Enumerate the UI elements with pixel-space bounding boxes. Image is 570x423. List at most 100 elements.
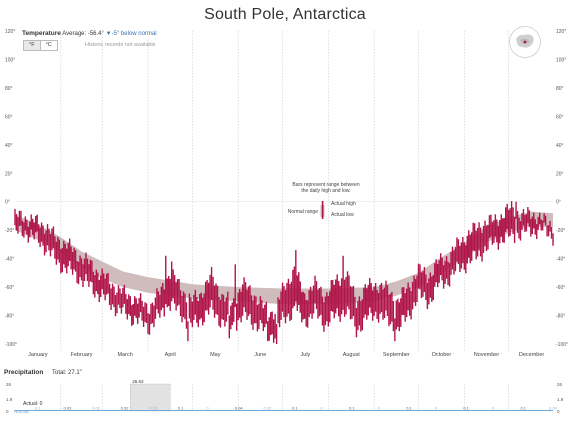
daily-temperature-bar (209, 274, 211, 308)
daily-temperature-bar (317, 289, 319, 319)
daily-temperature-bar (253, 295, 256, 324)
y-tick-label-right: -60° (556, 285, 565, 291)
daily-temperature-bar (500, 214, 502, 237)
daily-temperature-bar (139, 293, 142, 313)
daily-temperature-bar (154, 297, 157, 319)
daily-temperature-bar (442, 265, 445, 289)
daily-temperature-bar (216, 285, 219, 315)
daily-temperature-bar (305, 299, 307, 327)
daily-temperature-bar (20, 210, 22, 226)
precip-value-label: 0.02 (263, 406, 272, 411)
daily-temperature-bar (265, 301, 267, 324)
precip-y-tick-right: 26 (557, 382, 563, 387)
unit-toggle[interactable]: °F °C (23, 40, 58, 51)
daily-temperature-bar (230, 305, 232, 330)
daily-temperature-bar (199, 294, 201, 320)
daily-temperature-bar (447, 261, 449, 286)
y-tick-label-left: -20° (5, 228, 14, 234)
daily-temperature-bar (536, 224, 538, 240)
daily-temperature-bar (549, 220, 551, 232)
y-tick-label-left: 80° (5, 86, 13, 92)
daily-temperature-bar (339, 285, 341, 322)
daily-temperature-bar (54, 236, 56, 259)
daily-temperature-bar (382, 289, 384, 320)
daily-temperature-bar (336, 274, 338, 309)
daily-temperature-bar (491, 221, 494, 245)
daily-temperature-bar (231, 302, 233, 325)
daily-temperature-bar (79, 255, 81, 278)
y-tick-label-right: 20° (556, 171, 564, 177)
daily-temperature-bar (333, 284, 335, 319)
month-axis: January February March April May June July Augu… (28, 352, 544, 358)
daily-temperature-bar (308, 290, 310, 317)
globe-icon (509, 26, 541, 58)
daily-temperature-bar (182, 291, 185, 318)
daily-temperature-bar (444, 260, 446, 284)
daily-temperature-bar (39, 227, 41, 248)
precip-value-label: 0 (435, 406, 438, 411)
month-label: July (301, 352, 311, 358)
daily-temperature-bar (246, 289, 248, 320)
daily-temperature-bar (272, 319, 275, 343)
daily-temperature-bar (86, 258, 89, 282)
daily-temperature-bar (74, 250, 77, 272)
daily-temperature-bar (196, 297, 198, 323)
daily-temperature-bar (49, 234, 52, 257)
daily-temperature-bar (487, 224, 489, 250)
celsius-button[interactable]: °C (40, 40, 58, 51)
y-tick-label-right: -20° (556, 228, 565, 234)
daily-temperature-bar (420, 272, 423, 299)
daily-temperature-bar (516, 211, 519, 233)
daily-temperature-bar (509, 208, 511, 236)
precipitation-section: Precipitation Total: 27.1" 26 261.9 1.90 02… (4, 369, 564, 414)
daily-temperature-bar (73, 247, 75, 270)
daily-temperature-bar (102, 273, 105, 295)
month-label: August (343, 352, 361, 358)
temperature-delta: ▼-5° below normal (105, 31, 157, 37)
daily-temperature-bar (15, 214, 18, 231)
precip-value-label: 0 (378, 406, 381, 411)
daily-temperature-bar (280, 291, 282, 321)
daily-temperature-bar (451, 246, 454, 270)
daily-temperature-bar (213, 285, 216, 318)
daily-temperature-bar (435, 259, 437, 283)
month-label: June (254, 352, 266, 358)
daily-temperature-bar (108, 283, 111, 306)
daily-temperature-bar (484, 220, 486, 247)
daily-temperature-bar (320, 286, 322, 315)
daily-temperature-bar (281, 282, 284, 312)
daily-temperature-bar (332, 279, 334, 312)
daily-temperature-bar (136, 303, 139, 324)
daily-temperature-bar (454, 246, 457, 272)
daily-temperature-bar (524, 214, 526, 233)
daily-temperature-bar (547, 225, 550, 237)
daily-temperature-bar (119, 288, 121, 309)
daily-temperature-bar (191, 301, 194, 328)
daily-temperature-bar (312, 285, 315, 314)
daily-temperature-bar (423, 267, 426, 292)
daily-temperature-bar (34, 215, 37, 233)
precip-value-label: 0.32 (121, 406, 130, 411)
daily-temperature-bar (459, 245, 461, 273)
daily-temperature-bar (210, 266, 213, 301)
daily-temperature-bar (490, 214, 492, 237)
daily-temperature-bar (193, 294, 195, 321)
fahrenheit-button[interactable]: °F (23, 40, 41, 51)
daily-temperature-bar (144, 302, 146, 322)
precip-actual-bar (130, 383, 171, 412)
daily-temperature-bar (323, 302, 325, 332)
daily-temperature-bar (203, 293, 205, 323)
daily-temperature-bar (17, 217, 19, 234)
daily-temperature-bar (259, 296, 262, 320)
daily-temperature-bar (132, 303, 134, 325)
daily-temperature-bar (510, 201, 513, 229)
daily-temperature-bar (434, 263, 436, 287)
daily-temperature-bar (376, 289, 378, 320)
daily-temperature-bar (55, 241, 58, 265)
daily-temperature-bar (343, 279, 346, 317)
daily-temperature-bar (519, 221, 522, 241)
daily-temperature-bar (450, 251, 452, 275)
daily-temperature-bar (104, 278, 106, 301)
daily-temperature-bar (26, 219, 28, 235)
